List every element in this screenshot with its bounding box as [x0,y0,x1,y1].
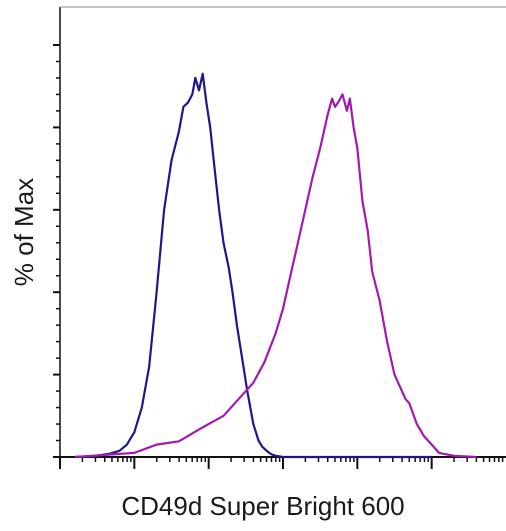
series-line-1 [74,72,432,459]
x-axis-label: CD49d Super Bright 600 [121,491,404,521]
y-axis-label: % of Max [9,178,39,286]
y-ticks [53,44,60,458]
x-ticks [59,457,504,469]
plot-frame [59,6,506,458]
series-line-2 [74,93,477,459]
series-layer [74,72,477,459]
